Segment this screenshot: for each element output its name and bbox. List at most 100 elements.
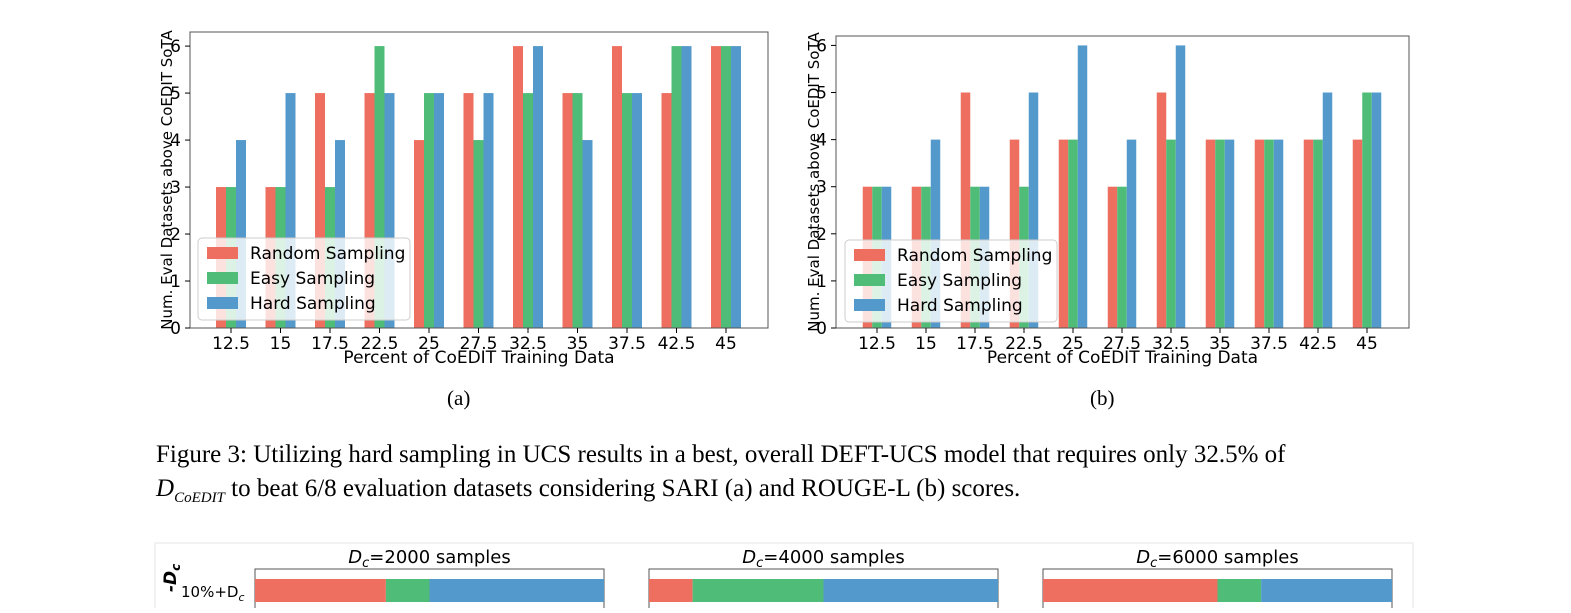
bar-a-easy-42.5 <box>671 46 682 328</box>
bar-a-easy-45 <box>721 46 731 328</box>
x-tick-label-b-37.5: 37.5 <box>1250 334 1288 354</box>
bottom-panel-2: Dc=4000 samples <box>648 547 999 613</box>
x-tick-label-b-45: 45 <box>1356 334 1378 354</box>
x-tick-label-b-22.5: 22.5 <box>1005 334 1043 354</box>
bar-a-easy-35 <box>572 93 583 328</box>
bar-a-hard-17.5 <box>335 140 345 328</box>
bottom-y-label: -Dc <box>161 564 183 592</box>
x-tick-label-b-25: 25 <box>1062 334 1084 354</box>
x-tick-label-a-15: 15 <box>270 334 292 354</box>
bottom-panel-3: Dc=6000 samples <box>1042 547 1393 613</box>
x-tick-label-a-12.5: 12.5 <box>212 334 250 354</box>
bar-b-hard-27.5 <box>1126 139 1137 328</box>
y-tick-label-a-0: 0 <box>170 319 181 339</box>
bar-a-random-37.5 <box>612 46 622 328</box>
bottom-segment-1-2 <box>429 579 604 602</box>
caption-line-1: Figure 3: Utilizing hard sampling in UCS… <box>156 441 1286 468</box>
bar-b-random-17.5 <box>960 92 971 328</box>
y-axis-label-a: Num. Eval Datasets above CoEDIT SoTA <box>158 30 176 330</box>
bottom-title-text: =4000 samples <box>763 547 904 568</box>
bar-a-hard-32.5 <box>533 46 543 328</box>
bottom-title-text: =2000 samples <box>369 547 510 568</box>
bottom-title-text: =6000 samples <box>1157 547 1298 568</box>
bar-b-random-42.5 <box>1303 139 1314 328</box>
bottom-row-label-sub: c <box>238 591 244 604</box>
bottom-figure-frame <box>154 542 1414 613</box>
caption-math-sub: CoEDIT <box>174 490 225 506</box>
bar-a-random-17.5 <box>315 93 325 328</box>
caption-math-d: D <box>156 475 175 502</box>
x-axis-label-a: Percent of CoEDIT Training Data <box>343 348 614 368</box>
bar-b-easy-35 <box>1215 139 1225 328</box>
bar-a-hard-42.5 <box>681 46 692 328</box>
bar-b-easy-37.5 <box>1264 139 1274 328</box>
bar-b-hard-35 <box>1224 139 1235 328</box>
y-tick-label-a-3: 3 <box>170 178 181 198</box>
bar-b-random-45 <box>1352 139 1363 328</box>
bottom-segment-1-0 <box>255 579 386 602</box>
bar-a-random-25 <box>414 140 424 328</box>
x-tick-label-b-35: 35 <box>1209 334 1231 354</box>
bottom-panel-title-2: Dc=4000 samples <box>742 547 904 571</box>
bottom-segment-3-2 <box>1261 579 1392 602</box>
bottom-title-prefix: D <box>1136 547 1150 568</box>
bar-b-hard-15 <box>930 139 941 328</box>
legend-swatch-a-2 <box>207 297 238 309</box>
bar-a-hard-25 <box>434 93 444 328</box>
bottom-title-sub: c <box>1150 556 1157 571</box>
bar-b-hard-22.5 <box>1028 92 1039 328</box>
bar-a-hard-27.5 <box>483 93 494 328</box>
bottom-title-sub: c <box>756 556 763 571</box>
legend-label-a-0: Random Sampling <box>250 244 405 264</box>
bar-b-random-22.5 <box>1009 139 1020 328</box>
bar-b-hard-45 <box>1371 92 1382 328</box>
bottom-segment-2-2 <box>823 579 998 602</box>
legend-swatch-a-1 <box>207 272 238 284</box>
x-tick-label-b-32.5: 32.5 <box>1152 334 1190 354</box>
y-tick-label-a-5: 5 <box>170 84 181 104</box>
bar-a-random-45 <box>711 46 721 328</box>
x-tick-label-a-32.5: 32.5 <box>509 334 547 354</box>
x-tick-label-a-17.5: 17.5 <box>311 334 349 354</box>
legend-label-b-2: Hard Sampling <box>897 296 1023 316</box>
x-tick-label-a-25: 25 <box>418 334 440 354</box>
legend-box-b <box>844 239 1058 323</box>
bar-a-random-27.5 <box>463 93 474 328</box>
y-tick-label-b-6: 6 <box>816 36 827 56</box>
legend-label-a-2: Hard Sampling <box>250 294 376 314</box>
bar-a-random-32.5 <box>513 46 523 328</box>
bar-a-easy-27.5 <box>473 140 484 328</box>
caption-line-2: DCoEDIT to beat 6/8 evaluation datasets … <box>156 472 1436 515</box>
bottom-panel-title-1: Dc=2000 samples <box>348 547 510 571</box>
x-tick-label-b-15: 15 <box>915 334 937 354</box>
bar-b-hard-32.5 <box>1175 45 1186 329</box>
bar-b-random-35 <box>1205 139 1216 328</box>
y-tick-label-a-4: 4 <box>170 131 181 151</box>
y-tick-label-b-5: 5 <box>816 84 827 104</box>
legend-a: Random Sampling Easy Sampling Hard Samplin… <box>197 237 411 321</box>
legend-b: Random Sampling Easy Sampling Hard Samplin… <box>844 239 1058 323</box>
y-tick-label-b-0: 0 <box>816 319 827 339</box>
y-tick-label-b-1: 1 <box>816 272 827 292</box>
legend-swatch-b-0 <box>854 249 885 261</box>
bar-a-hard-22.5 <box>384 93 395 328</box>
bottom-segment-3-1 <box>1217 579 1262 602</box>
legend-swatch-b-1 <box>854 274 885 286</box>
bottom-title-prefix: D <box>742 547 756 568</box>
bottom-segment-1-1 <box>385 579 430 602</box>
y-tick-label-a-2: 2 <box>170 225 181 245</box>
x-tick-label-a-27.5: 27.5 <box>460 334 498 354</box>
bar-b-random-27.5 <box>1107 186 1118 328</box>
bar-b-easy-32.5 <box>1166 139 1176 328</box>
bar-b-easy-42.5 <box>1313 139 1323 328</box>
bar-b-random-32.5 <box>1156 92 1167 328</box>
y-tick-label-a-6: 6 <box>170 37 181 57</box>
bar-b-hard-25 <box>1077 45 1088 329</box>
legend-label-a-1: Easy Sampling <box>250 269 375 289</box>
bar-a-hard-15 <box>285 93 296 328</box>
y-tick-label-b-2: 2 <box>816 225 827 245</box>
bar-a-random-35 <box>562 93 573 328</box>
